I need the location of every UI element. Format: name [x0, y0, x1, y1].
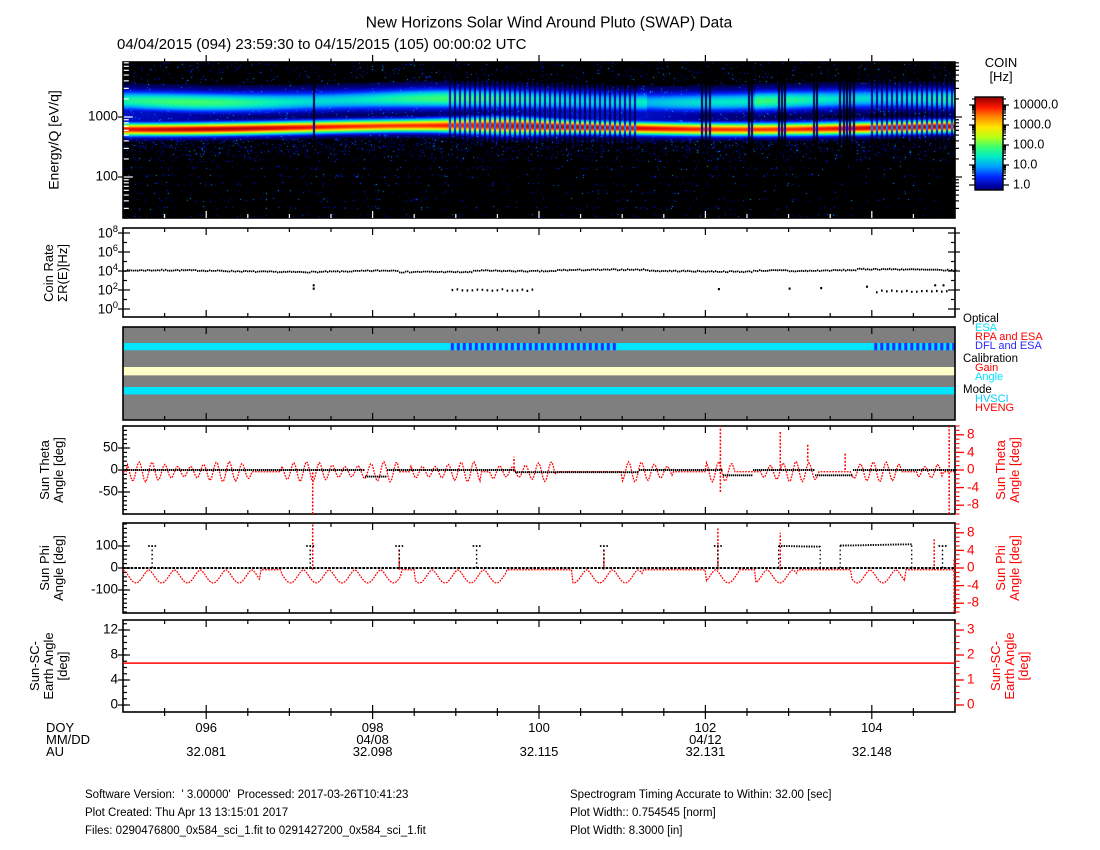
- xaxis-doy-096: 096: [195, 719, 218, 735]
- legend-group-mode: Mode: [963, 383, 992, 396]
- legend-item-hveng: HVENG: [975, 402, 1015, 415]
- xaxis-mmdd-04-12: 04/12: [689, 731, 722, 747]
- legend-item-dfl-and-esa: DFL and ESA: [975, 340, 1042, 353]
- plot-subtitle: 04/04/2015 (094) 23:59:30 to 04/15/2015 …: [117, 35, 527, 53]
- legend-group-optical: Optical: [963, 312, 999, 325]
- legend-group-calibration: Calibration: [963, 352, 1018, 365]
- sun-theta-ytick-right-4: 4: [967, 444, 975, 460]
- sun-phi-ytick-left-0: 0: [110, 559, 118, 575]
- sun-theta-ytick-left--50: -50: [98, 483, 118, 499]
- sun-sc-earth-ytick-right-0: 0: [967, 696, 975, 712]
- xaxis-mmdd-04-08: 04/08: [356, 731, 389, 747]
- colorbar-gradient: [975, 97, 1003, 190]
- sun-sc-earth-ytick-right-3: 3: [967, 621, 975, 637]
- sun-sc-earth-ytick-left-0: 0: [110, 696, 118, 712]
- sun-phi-ylabel-left: Sun Phi Angle [deg]: [36, 535, 66, 601]
- sun-theta-ylabel-right: Sun Theta Angle [deg]: [992, 437, 1022, 503]
- spectrogram-ytick-1000: 1000: [87, 108, 118, 124]
- sun-phi-ytick-left-100: 100: [95, 537, 118, 553]
- sun-phi-ytick-right-8: 8: [967, 524, 975, 540]
- xaxis-au-32.098: 32.098: [352, 743, 393, 759]
- colorbar-tick-1000.0: 1000.0: [1013, 117, 1052, 132]
- sun-sc-earth-ytick-left-12: 12: [102, 621, 118, 637]
- legend-item-esa: ESA: [975, 322, 998, 335]
- xaxis-au-32.115: 32.115: [519, 743, 559, 759]
- colorbar-tick-10000.0: 10000.0: [1013, 97, 1059, 112]
- xaxis-au-32.081: 32.081: [186, 743, 227, 759]
- xaxis-doy-100: 100: [528, 719, 550, 735]
- xaxis-au-32.131: 32.131: [685, 743, 726, 759]
- footer-software-version: Software Version: ' 3.00000' Processed: …: [85, 788, 409, 801]
- coin-rate-ytick-10e2: 102: [97, 280, 118, 298]
- sun-phi-ylabel-right: Sun Phi Angle [deg]: [992, 535, 1022, 601]
- plot-title: New Horizons Solar Wind Around Pluto (SW…: [365, 14, 733, 32]
- sun-phi-ytick-right-4: 4: [967, 542, 975, 558]
- sun-sc-earth-ylabel-right: Sun-SC- Earth Angle [deg]: [987, 632, 1032, 700]
- footer-plot-width-norm: Plot Width:: 0.754545 [norm]: [570, 806, 716, 819]
- legend-item-hvsci: HVSCI: [975, 393, 1009, 406]
- footer-plot-created: Plot Created: Thu Apr 13 13:15:01 2017: [85, 806, 289, 819]
- sun-phi-ytick-right--8: -8: [967, 594, 980, 610]
- sun-sc-earth-ytick-right-2: 2: [967, 646, 975, 662]
- footer-plot-width-in: Plot Width: 8.3000 [in]: [570, 824, 683, 837]
- xaxis-doy-104: 104: [860, 719, 883, 735]
- sun-theta-ytick-left-50: 50: [102, 439, 118, 455]
- xaxis-doy-102: 102: [694, 719, 717, 735]
- sun-theta-ytick-right-0: 0: [967, 461, 975, 477]
- legend-item-rpa-and-esa: RPA and ESA: [975, 331, 1043, 344]
- xaxis-row-label-doy: DOY: [46, 719, 75, 735]
- xaxis-au-32.148: 32.148: [851, 743, 892, 759]
- sun-theta-ylabel-left: Sun Theta Angle [deg]: [36, 437, 66, 503]
- sun-sc-earth-ytick-left-4: 4: [110, 671, 118, 687]
- coin-rate-ytick-10e0: 100: [97, 299, 118, 317]
- spectrogram-ytick-100: 100: [95, 168, 118, 184]
- sun-theta-ytick-right-8: 8: [967, 426, 975, 442]
- xaxis-row-label-au: AU: [46, 743, 65, 759]
- coin-rate-ytick-10e4: 104: [97, 261, 118, 279]
- sun-phi-ytick-right-0: 0: [967, 559, 975, 575]
- legend-item-gain: Gain: [975, 362, 999, 375]
- spectrogram-image: [123, 62, 955, 218]
- xaxis-doy-098: 098: [361, 719, 384, 735]
- sun-theta-ytick-right--4: -4: [967, 479, 980, 495]
- sun-sc-earth-ytick-right-1: 1: [967, 671, 975, 687]
- sun-phi-ytick-right--4: -4: [967, 577, 980, 593]
- coin-rate-ytick-10e6: 106: [97, 242, 118, 260]
- coin-rate-ylabel: Coin Rate ΣR(E)[Hz]: [40, 243, 70, 302]
- xaxis-row-label-mm-dd: MM/DD: [46, 731, 91, 747]
- sun-phi-ytick-left--100: -100: [90, 581, 118, 597]
- footer-files: Files: 0290476800_0x584_sci_1.fit to 029…: [85, 824, 426, 837]
- coin-rate-ytick-10e8: 108: [97, 223, 118, 241]
- sun-sc-earth-ylabel-left: Sun-SC- Earth Angle [deg]: [26, 632, 71, 700]
- sun-sc-earth-ytick-left-8: 8: [110, 646, 118, 662]
- spectrogram-ylabel: Energy/Q [eV/q]: [45, 90, 62, 190]
- colorbar-title: COIN [Hz]: [984, 54, 1018, 84]
- colorbar-tick-10.0: 10.0: [1013, 157, 1038, 172]
- colorbar-tick-1.0: 1.0: [1013, 177, 1031, 192]
- legend-item-angle: Angle: [975, 371, 1004, 384]
- sun-theta-ytick-right--8: -8: [967, 496, 980, 512]
- colorbar-tick-100.0: 100.0: [1013, 137, 1045, 152]
- footer-timing-accuracy: Spectrogram Timing Accurate to Within: 3…: [570, 788, 832, 801]
- sun-theta-ytick-left-0: 0: [110, 461, 118, 477]
